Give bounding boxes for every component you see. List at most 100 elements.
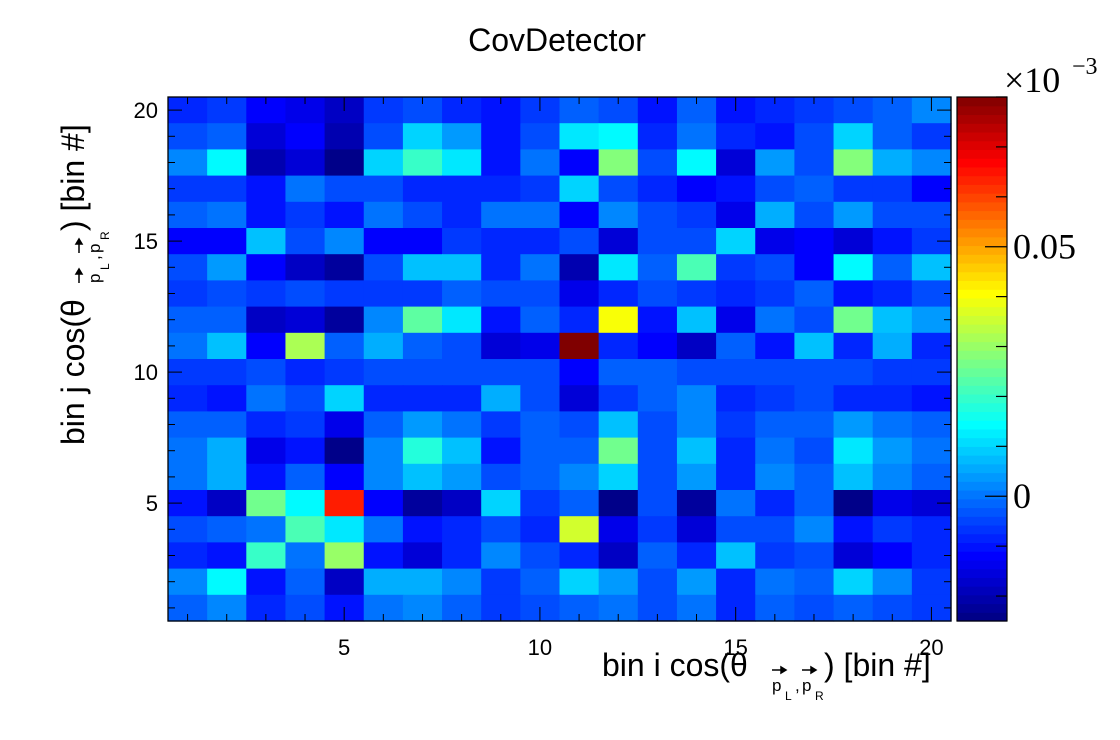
heatmap-cell [833, 490, 874, 517]
x-label-sep: , [795, 676, 800, 695]
colorbar-slice [957, 463, 1007, 474]
svg-text:p: p [772, 676, 781, 695]
heatmap-cell [637, 385, 678, 412]
colorbar-slice [957, 114, 1007, 124]
colorbar-slice [957, 367, 1007, 378]
heatmap-cell [520, 411, 561, 439]
x-tick-label: 20 [919, 635, 943, 660]
heatmap-cell [755, 490, 795, 517]
heatmap-cell [872, 332, 913, 360]
heatmap-cell [637, 306, 678, 334]
heatmap-cell [246, 123, 287, 150]
heatmap-cell [207, 280, 247, 308]
svg-text:p: p [85, 244, 104, 253]
heatmap-cell [442, 385, 482, 412]
colorbar-slice [957, 612, 1007, 622]
colorbar-slice [957, 341, 1007, 351]
y-tick-label: 5 [146, 491, 158, 516]
heatmap-cell [598, 175, 639, 203]
heatmap-cell [442, 411, 482, 439]
heatmap-cell [363, 306, 404, 334]
heatmap-cell [872, 542, 913, 570]
heatmap-cell [598, 201, 639, 229]
heatmap-cell [559, 411, 600, 439]
colorbar-slice [957, 586, 1007, 596]
colorbar-tick-label: 0.05 [1013, 227, 1076, 267]
heatmap-cell [402, 332, 443, 360]
heatmap-cell [559, 280, 600, 308]
heatmap-cell [285, 437, 326, 465]
colorbar-slice [957, 551, 1007, 561]
colorbar-slice [957, 577, 1007, 587]
svg-text:bin i cos(θ: bin i cos(θ [602, 647, 748, 683]
heatmap-cell [872, 411, 913, 439]
heatmap-cell [402, 411, 443, 439]
heatmap-cell [637, 568, 678, 596]
y-label-sub2: p [85, 244, 104, 253]
heatmap-cell [520, 385, 561, 412]
colorbar-slice [957, 402, 1007, 412]
heatmap-cell [676, 175, 717, 203]
heatmap-cell [520, 254, 561, 281]
svg-text:−3: −3 [1072, 54, 1098, 80]
heatmap-cell [872, 254, 913, 281]
colorbar-slice [957, 420, 1007, 430]
heatmap-cell [285, 542, 326, 570]
colorbar-slice [957, 385, 1007, 395]
heatmap-cell [755, 542, 795, 570]
heatmap-cell [324, 516, 365, 543]
x-label-sub1-sub: L [785, 689, 792, 703]
heatmap-cell [559, 175, 600, 203]
heatmap-cell [872, 516, 913, 543]
heatmap-cell [637, 175, 678, 203]
colorbar-slice [957, 559, 1007, 570]
heatmap-cell [246, 359, 287, 386]
colorbar-exponent-power: −3 [1072, 54, 1098, 80]
colorbar-slice [957, 131, 1007, 142]
heatmap-cell [598, 359, 639, 386]
heatmap-cell [755, 123, 795, 150]
heatmap-cell [833, 175, 874, 203]
heatmap-cell [520, 123, 561, 150]
heatmap-cell [637, 280, 678, 308]
heatmap-cell [872, 175, 913, 203]
heatmap-cell [833, 280, 874, 308]
svg-text:,: , [795, 676, 800, 695]
heatmap-cell [363, 254, 404, 281]
heatmap-cell [442, 516, 482, 543]
x-axis-label: bin i cos(θ p L , p R ) [bin #] [602, 647, 931, 703]
heatmap-cell [833, 123, 874, 150]
colorbar-slice [957, 297, 1007, 308]
heatmap-cell [442, 542, 482, 570]
heatmap-cell [481, 542, 521, 570]
heatmap-cell [520, 542, 561, 570]
heatmap-cell [285, 254, 326, 281]
heatmap-cell [481, 385, 521, 412]
colorbar-slice [957, 516, 1007, 526]
heatmap-cell [285, 411, 326, 439]
heatmap-cell [285, 359, 326, 386]
heatmap-cell [833, 385, 874, 412]
heatmap-cell [207, 254, 247, 281]
heatmap-cell [324, 359, 365, 386]
heatmap-cell [794, 516, 835, 543]
heatmap-cell [676, 359, 717, 386]
colorbar-slice [957, 210, 1007, 220]
colorbar-slice [957, 446, 1007, 456]
heatmap-cell [559, 201, 600, 229]
heatmap-cell [872, 306, 913, 334]
heatmap-cell [794, 359, 835, 386]
heatmap-cell [207, 516, 247, 543]
heatmap-cell [872, 149, 913, 177]
colorbar-slice [957, 359, 1007, 369]
heatmap-cell [559, 149, 600, 177]
y-tick-labels: 5 10 15 20 [134, 98, 158, 516]
y-label-sub1: p [85, 274, 104, 283]
heatmap-cell [402, 437, 443, 465]
heatmap-cell [520, 306, 561, 334]
heatmap-cell [402, 385, 443, 412]
heatmap-cell [363, 123, 404, 150]
svg-text:R: R [98, 231, 112, 240]
heatmap-cell [559, 306, 600, 334]
heatmap-cell [872, 123, 913, 150]
